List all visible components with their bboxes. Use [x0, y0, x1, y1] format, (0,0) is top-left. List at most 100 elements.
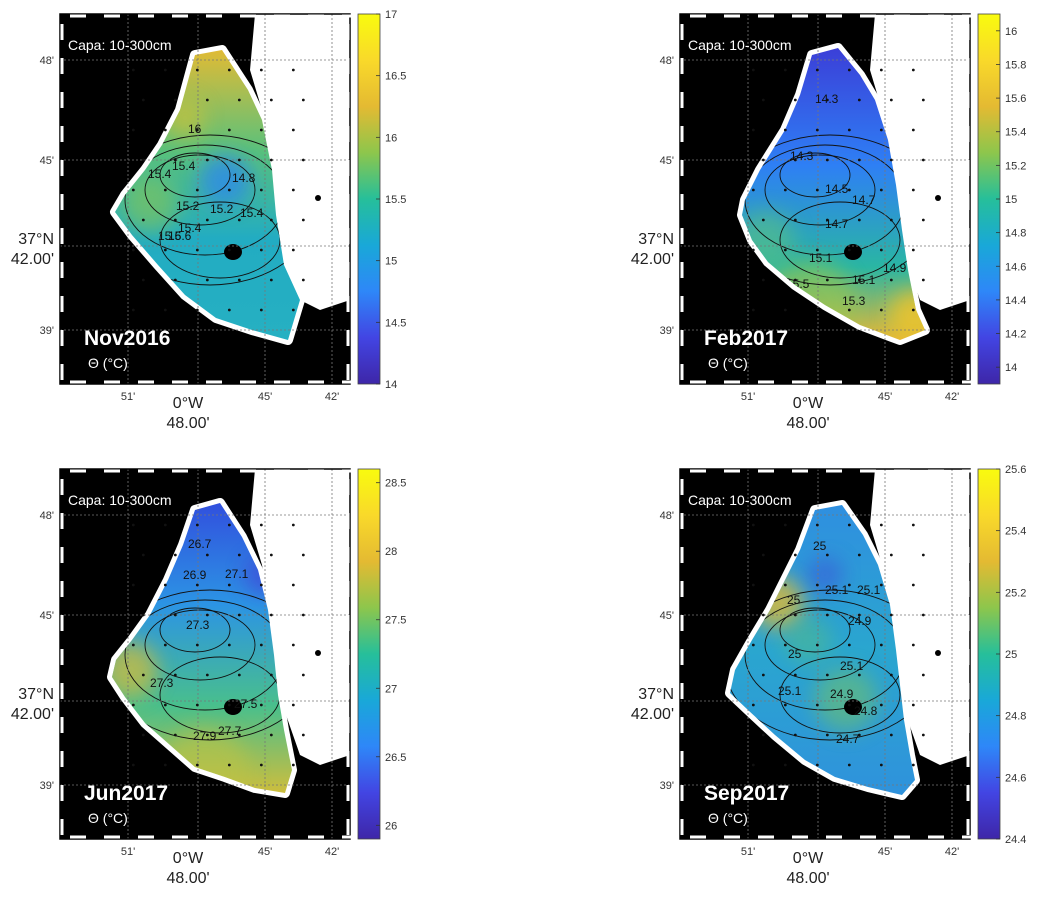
station-point	[911, 703, 915, 707]
colorbar-tick-label: 24.8	[1005, 711, 1026, 723]
contour-label: 15.6	[158, 229, 182, 243]
station-point	[237, 673, 241, 677]
map-frame	[679, 468, 971, 840]
temperature-anomaly	[807, 557, 843, 593]
station-point	[141, 98, 145, 102]
station-point	[793, 733, 797, 737]
y-tick-label: 39'	[40, 780, 54, 792]
station-point	[911, 188, 915, 192]
y-tick-label: 48'	[40, 55, 54, 67]
station-point	[815, 643, 819, 647]
station-point	[301, 278, 305, 282]
station-point	[825, 98, 829, 102]
station-point	[259, 523, 263, 527]
y-tick-label: 45'	[40, 155, 54, 167]
station-point	[911, 68, 915, 72]
colorbar	[357, 468, 381, 840]
colorbar-tick-label: 27.5	[385, 615, 406, 627]
contour-label: 26.7	[188, 537, 212, 551]
station-point	[141, 278, 145, 282]
contour-label: 24.9	[830, 687, 854, 701]
station-point	[793, 98, 797, 102]
station-point	[205, 218, 209, 222]
station-point	[259, 583, 263, 587]
station-point	[227, 523, 231, 527]
station-point	[911, 763, 915, 767]
station-point	[259, 763, 263, 767]
unit-label: Θ (°C)	[708, 810, 748, 826]
station-point	[173, 733, 177, 737]
station-point	[301, 218, 305, 222]
station-point	[847, 188, 851, 192]
station-point	[227, 308, 231, 312]
colorbar-tick-label: 14	[385, 379, 397, 391]
station-point	[921, 218, 925, 222]
map-panel-feb2017: 14.3 14.3 14.5 14.7 14.7 15.1 15.1 14.9 15.5 15.3…	[620, 0, 1037, 442]
station-point	[291, 703, 295, 707]
station-point	[301, 158, 305, 162]
contour-label: 15.4	[240, 206, 264, 220]
colorbar-tick-label: 15.8	[1005, 59, 1026, 71]
x-tick-label: 45'	[258, 846, 272, 858]
station-point	[889, 673, 893, 677]
colorbar-tick-label: 26.5	[385, 752, 406, 764]
station-point	[141, 733, 145, 737]
x-tick-label: 51'	[741, 846, 755, 858]
station-point	[879, 248, 883, 252]
station-point	[301, 553, 305, 557]
station-point	[173, 613, 177, 617]
station-point	[291, 523, 295, 527]
station-point	[259, 703, 263, 707]
period-label: Sep2017	[704, 782, 789, 805]
contour-label: 24.9	[848, 614, 872, 628]
station-point	[847, 583, 851, 587]
station-point	[259, 188, 263, 192]
station-point	[793, 218, 797, 222]
contour-line	[159, 152, 231, 198]
station-point	[227, 583, 231, 587]
contour-label: 25.1	[840, 659, 864, 673]
contour-line	[779, 656, 901, 734]
sea-area	[250, 469, 350, 765]
contour-line	[779, 607, 851, 653]
station-point	[857, 673, 861, 677]
y-axis-label: 37°N 42.00'	[630, 686, 674, 723]
station-point	[783, 188, 787, 192]
colorbar-tick-label: 15.5	[385, 194, 406, 206]
temperature-anomaly	[890, 290, 925, 340]
station-point	[847, 248, 851, 252]
y-axis-label: 37°N 42.00'	[10, 231, 54, 268]
island	[844, 244, 862, 260]
station-point	[825, 733, 829, 737]
y-tick-label: 45'	[660, 610, 674, 622]
station-point	[793, 673, 797, 677]
station-point	[195, 763, 199, 767]
station-point	[783, 763, 787, 767]
period-label: Feb2017	[704, 327, 788, 350]
station-point	[259, 308, 263, 312]
colorbar-tick-label: 15.4	[1005, 127, 1026, 139]
station-point	[751, 523, 755, 527]
station-point	[857, 158, 861, 162]
contour-label: 24.7	[836, 732, 860, 746]
station-point	[857, 733, 861, 737]
station-point	[227, 703, 231, 707]
station-point	[879, 703, 883, 707]
station-point	[857, 98, 861, 102]
station-point	[205, 733, 209, 737]
station-point	[141, 218, 145, 222]
contour-label: 15.4	[178, 221, 202, 235]
station-point	[911, 583, 915, 587]
station-point	[783, 523, 787, 527]
colorbar-tick-label: 25.4	[1005, 526, 1026, 538]
x-axis-label: 0°W 48.00'	[786, 395, 830, 432]
station-point	[761, 553, 765, 557]
island	[844, 699, 862, 715]
station-point	[783, 128, 787, 132]
station-point	[301, 98, 305, 102]
station-point	[911, 308, 915, 312]
period-label: Nov2016	[84, 327, 170, 350]
colorbar-tick-label: 16.5	[385, 71, 406, 83]
colorbar-tick-label: 15	[385, 256, 397, 268]
station-point	[815, 308, 819, 312]
